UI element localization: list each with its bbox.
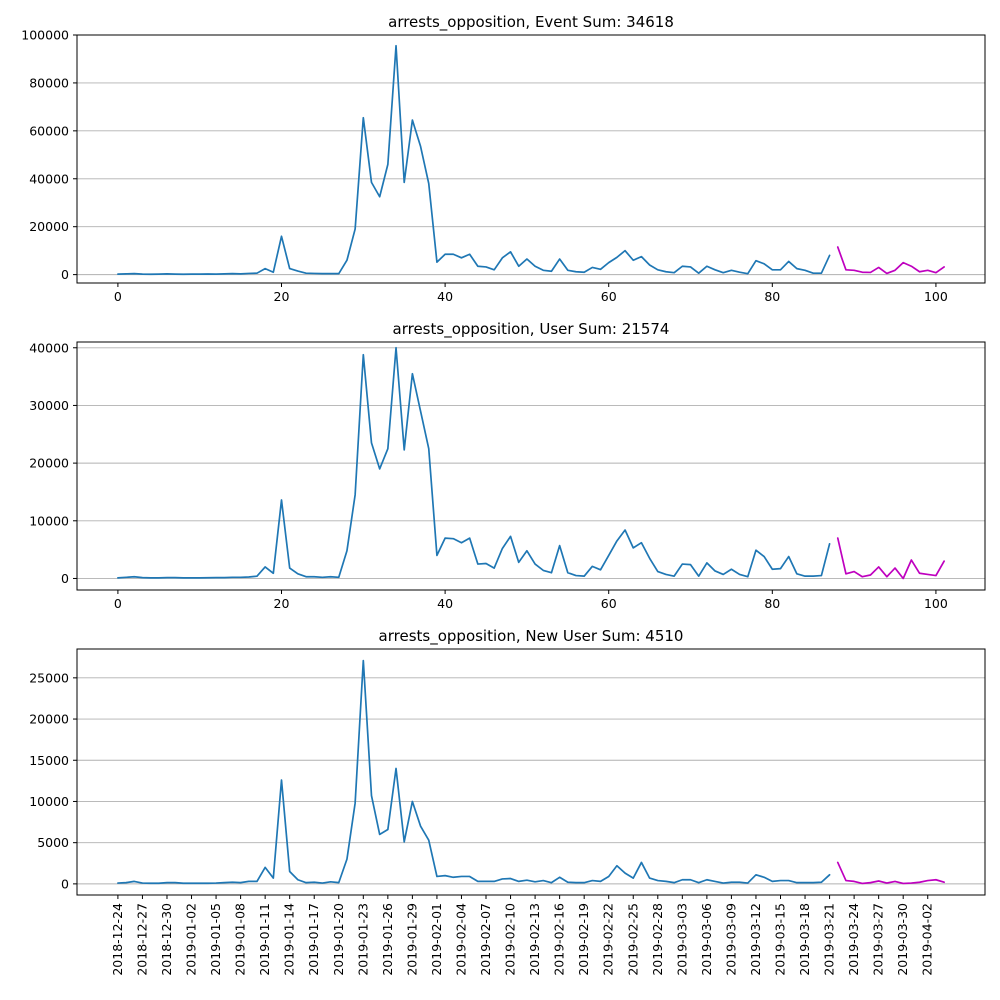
x-date-label: 2019-01-17 — [306, 903, 321, 976]
x-tick-label: 100 — [924, 596, 948, 611]
y-tick-label: 0 — [61, 571, 69, 586]
plot-frame — [76, 648, 986, 896]
series-line-forecast — [836, 537, 945, 580]
plot-frame — [76, 34, 986, 284]
x-date-label: 2019-02-04 — [453, 903, 468, 976]
x-date-label: 2019-01-29 — [404, 903, 419, 976]
x-date-label: 2019-03-18 — [797, 903, 812, 976]
x-date-label: 2019-02-28 — [650, 903, 665, 976]
y-tick-label: 20000 — [29, 456, 69, 471]
x-date-label: 2019-02-10 — [503, 903, 518, 976]
series-line-observed — [117, 659, 831, 885]
y-tick-label: 10000 — [29, 794, 69, 809]
x-tick-label: 40 — [437, 289, 453, 304]
x-tick-label: 60 — [601, 596, 617, 611]
x-tick-label: 20 — [274, 596, 290, 611]
x-tick-label: 0 — [114, 289, 122, 304]
y-tick-label: 30000 — [29, 398, 69, 413]
x-date-label: 2018-12-27 — [134, 903, 149, 976]
x-date-label: 2019-03-27 — [871, 903, 886, 976]
x-tick-label: 60 — [601, 289, 617, 304]
series-line-forecast — [836, 861, 945, 885]
chart-panel: arrests_opposition, User Sum: 2157401000… — [29, 320, 986, 611]
x-tick-label: 40 — [437, 596, 453, 611]
x-date-label: 2019-02-01 — [429, 903, 444, 976]
x-date-label: 2019-02-16 — [552, 903, 567, 976]
y-tick-label: 25000 — [29, 670, 69, 685]
y-tick-label: 0 — [61, 267, 69, 282]
y-tick-label: 80000 — [29, 75, 69, 90]
y-tick-label: 100000 — [21, 28, 69, 43]
x-date-label: 2019-01-05 — [208, 903, 223, 976]
x-date-label: 2019-02-25 — [625, 903, 640, 976]
x-date-label: 2019-03-12 — [748, 903, 763, 976]
x-date-label: 2019-01-11 — [257, 903, 272, 976]
y-tick-label: 0 — [61, 876, 69, 891]
x-date-label: 2019-01-20 — [331, 903, 346, 976]
x-date-label: 2019-02-19 — [576, 903, 591, 976]
x-date-label: 2019-01-08 — [233, 903, 248, 976]
y-tick-label: 20000 — [29, 219, 69, 234]
series-line-forecast — [836, 246, 945, 275]
x-date-label: 2019-04-02 — [920, 903, 935, 976]
x-date-label: 2018-12-24 — [110, 903, 125, 976]
y-tick-label: 60000 — [29, 123, 69, 138]
chart-title: arrests_opposition, Event Sum: 34618 — [388, 13, 674, 32]
chart-title: arrests_opposition, New User Sum: 4510 — [379, 627, 684, 646]
x-date-label: 2019-03-21 — [822, 903, 837, 976]
x-tick-label: 100 — [924, 289, 948, 304]
chart-panel: arrests_opposition, New User Sum: 4510 0 5… — [29, 627, 986, 976]
series-line-observed — [117, 346, 831, 579]
x-tick-label: 80 — [764, 289, 780, 304]
x-tick-label: 20 — [274, 289, 290, 304]
x-date-label: 2019-03-15 — [772, 903, 787, 976]
x-date-label: 2019-03-09 — [723, 903, 738, 976]
x-date-label: 2019-03-24 — [846, 903, 861, 976]
series-line-observed — [117, 44, 831, 276]
x-date-label: 2019-01-23 — [355, 903, 370, 976]
x-date-label: 2019-02-22 — [601, 903, 616, 976]
chart-panel: arrests_opposition, Event Sum: 346180200… — [21, 13, 986, 304]
x-date-label: 2019-02-07 — [478, 903, 493, 976]
y-tick-label: 5000 — [37, 835, 69, 850]
x-date-label: 2019-01-14 — [282, 903, 297, 976]
x-date-label: 2019-03-03 — [674, 903, 689, 976]
y-tick-label: 10000 — [29, 513, 69, 528]
x-tick-label: 80 — [764, 596, 780, 611]
x-date-label: 2019-01-02 — [184, 903, 199, 976]
y-tick-label: 15000 — [29, 753, 69, 768]
x-date-label: 2019-03-06 — [699, 903, 714, 976]
plot-frame — [76, 341, 986, 591]
chart-title: arrests_opposition, User Sum: 21574 — [393, 320, 670, 339]
x-date-label: 2019-03-30 — [895, 903, 910, 976]
x-date-label: 2019-02-13 — [527, 903, 542, 976]
x-date-label: 2018-12-30 — [159, 903, 174, 976]
x-tick-label: 0 — [114, 596, 122, 611]
y-tick-label: 40000 — [29, 340, 69, 355]
x-date-label: 2019-01-26 — [380, 903, 395, 976]
y-tick-label: 20000 — [29, 712, 69, 727]
y-tick-label: 40000 — [29, 171, 69, 186]
